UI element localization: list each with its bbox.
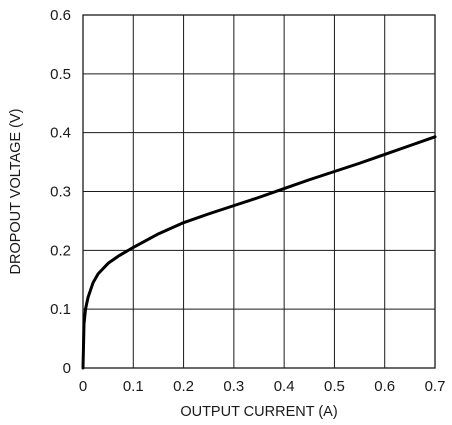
y-tick-labels: 0 0.1 0.2 0.3 0.4 0.5 0.6 [50, 7, 71, 377]
y-tick-label: 0.5 [50, 66, 71, 83]
y-tick-label: 0.2 [50, 242, 71, 259]
y-tick-label: 0 [63, 360, 71, 377]
y-tick-label: 0.6 [50, 7, 71, 24]
x-tick-labels: 0 0.1 0.2 0.3 0.4 0.5 0.6 0.7 [79, 378, 446, 395]
x-tick-label: 0.7 [425, 378, 446, 395]
x-tick-label: 0.5 [324, 378, 345, 395]
x-tick-label: 0.3 [223, 378, 244, 395]
x-tick-label: 0.2 [173, 378, 194, 395]
x-tick-label: 0.4 [274, 378, 295, 395]
y-tick-label: 0.1 [50, 301, 71, 318]
y-tick-label: 0.4 [50, 125, 71, 142]
plot-frame [82, 14, 436, 369]
y-axis-title: DROPOUT VOLTAGE (V) [8, 109, 24, 275]
x-tick-label: 0.1 [123, 378, 144, 395]
x-axis-title: OUTPUT CURRENT (A) [180, 404, 337, 420]
x-tick-label: 0.6 [374, 378, 395, 395]
x-tick-label: 0 [79, 378, 87, 395]
y-tick-label: 0.3 [50, 184, 71, 201]
grid [83, 15, 435, 368]
series-line [81, 135, 437, 370]
